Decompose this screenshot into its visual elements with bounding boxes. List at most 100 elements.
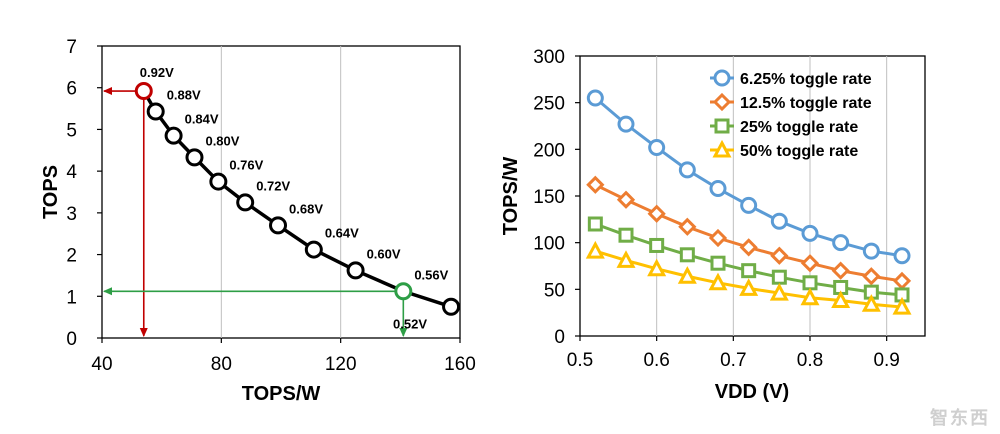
data-point-marker bbox=[586, 89, 604, 107]
plot-area-left bbox=[101, 45, 461, 339]
y-tick-label: 5 bbox=[66, 120, 77, 141]
data-point-marker bbox=[647, 204, 666, 223]
data-point-marker bbox=[678, 217, 697, 236]
gridlines-left bbox=[220, 46, 342, 338]
point-label: 0.84V bbox=[185, 112, 219, 127]
y-tick-label: 4 bbox=[66, 162, 77, 183]
series-triangle bbox=[585, 240, 912, 315]
data-point-marker bbox=[442, 297, 461, 316]
data-point-marker bbox=[709, 180, 727, 198]
x-tick-label: 0.6 bbox=[643, 350, 669, 371]
y-tick-label: 100 bbox=[533, 234, 565, 255]
chart-tops-per-watt-vs-vdd: 0.5 0.6 0.7 0.8 0.9 0 50 100 150 200 250 300 6.25% … bbox=[500, 47, 926, 403]
data-point-marker bbox=[394, 282, 413, 301]
point-label: 0.56V bbox=[414, 267, 448, 282]
point-labels-left: 0.92V 0.88V 0.84V 0.80V 0.76V 0.72V 0.68V0.64V… bbox=[140, 65, 449, 332]
x-tick-label: 0.7 bbox=[720, 350, 746, 371]
y-tick-label: 7 bbox=[66, 37, 77, 58]
legend-item: 25% toggle rate bbox=[710, 118, 858, 136]
data-point-marker bbox=[770, 212, 788, 230]
data-point-marker bbox=[649, 237, 665, 253]
data-point-marker bbox=[679, 247, 695, 263]
data-point-marker bbox=[586, 175, 605, 194]
data-point-marker bbox=[134, 82, 153, 101]
data-point-marker bbox=[892, 296, 912, 315]
data-point-marker bbox=[678, 161, 696, 179]
y-tick-label: 3 bbox=[66, 204, 77, 225]
x-tick-label: 40 bbox=[91, 354, 112, 375]
data-point-marker bbox=[236, 193, 255, 212]
legend-item: 12.5% toggle rate bbox=[710, 92, 872, 112]
data-point-marker bbox=[708, 228, 728, 248]
data-point-marker bbox=[209, 172, 228, 191]
point-label: 0.92V bbox=[140, 65, 174, 80]
y-tick-label: 1 bbox=[66, 287, 77, 308]
point-label: 0.52V bbox=[393, 317, 427, 332]
legend: 6.25% toggle rate 12.5% toggle rate 25% to… bbox=[710, 69, 872, 160]
data-point-marker bbox=[164, 126, 183, 145]
x-axis-label-right: VDD (V) bbox=[715, 381, 789, 403]
x-tick-label: 0.9 bbox=[873, 350, 899, 371]
data-point-marker bbox=[185, 148, 204, 167]
data-point-marker bbox=[708, 272, 728, 291]
data-point-marker bbox=[800, 287, 820, 306]
data-point-marker bbox=[618, 227, 634, 243]
data-point-marker bbox=[892, 271, 912, 291]
legend-item: 6.25% toggle rate bbox=[710, 69, 872, 88]
legend-marker bbox=[713, 69, 731, 87]
point-label: 0.76V bbox=[229, 158, 263, 173]
y-tick-label: 2 bbox=[66, 246, 77, 267]
x-tick-label: 120 bbox=[325, 354, 357, 375]
data-point-marker bbox=[304, 240, 323, 259]
legend-label: 6.25% toggle rate bbox=[740, 71, 872, 88]
data-point-marker bbox=[862, 267, 881, 286]
x-tick-label: 0.5 bbox=[567, 350, 593, 371]
data-point-marker bbox=[346, 261, 365, 280]
data-point-marker bbox=[269, 216, 288, 235]
point-label: 0.60V bbox=[367, 246, 401, 261]
y-tick-label: 150 bbox=[533, 187, 565, 208]
y-tick-label: 200 bbox=[533, 140, 565, 161]
data-point-marker bbox=[800, 254, 820, 273]
series-diamond bbox=[586, 175, 912, 291]
point-label: 0.88V bbox=[167, 87, 201, 102]
series-right bbox=[585, 89, 912, 315]
data-point-marker bbox=[146, 102, 165, 121]
y-tick-label: 0 bbox=[66, 329, 77, 350]
arrows-left bbox=[103, 87, 408, 337]
data-point-marker bbox=[739, 278, 759, 296]
data-point-marker bbox=[801, 224, 819, 242]
data-point-marker bbox=[616, 190, 636, 209]
data-point-marker bbox=[616, 250, 636, 268]
data-point-marker bbox=[893, 247, 911, 265]
y-axis-label-right: TOPS/W bbox=[500, 157, 522, 236]
x-axis-label-left: TOPS/W bbox=[242, 383, 321, 405]
point-label: 0.80V bbox=[205, 133, 239, 148]
data-point-marker bbox=[831, 290, 851, 309]
y-tick-label: 6 bbox=[66, 79, 77, 100]
data-point-marker bbox=[677, 266, 697, 284]
data-point-marker bbox=[769, 282, 789, 301]
data-point-marker bbox=[587, 216, 603, 232]
point-label: 0.72V bbox=[256, 178, 290, 193]
y-tick-label: 300 bbox=[533, 47, 565, 68]
data-point-marker bbox=[832, 234, 850, 252]
data-point-marker bbox=[831, 261, 850, 280]
y-axis-label-left: TOPS bbox=[40, 165, 62, 219]
data-point-marker bbox=[740, 196, 758, 214]
y-tick-label: 0 bbox=[554, 327, 565, 348]
ticks-right: 0.5 0.6 0.7 0.8 0.9 0 50 100 150 200 250 300 bbox=[533, 47, 900, 371]
x-tick-label: 0.8 bbox=[797, 350, 823, 371]
legend-label: 50% toggle rate bbox=[740, 143, 858, 160]
series-square bbox=[587, 216, 910, 303]
legend-label: 25% toggle rate bbox=[740, 119, 858, 136]
legend-label: 12.5% toggle rate bbox=[740, 95, 872, 112]
data-point-marker bbox=[770, 246, 789, 265]
series-left bbox=[134, 82, 461, 316]
data-point-marker bbox=[862, 242, 880, 260]
legend-marker bbox=[714, 118, 730, 134]
data-point-marker bbox=[647, 258, 667, 277]
x-tick-label: 160 bbox=[444, 354, 476, 375]
